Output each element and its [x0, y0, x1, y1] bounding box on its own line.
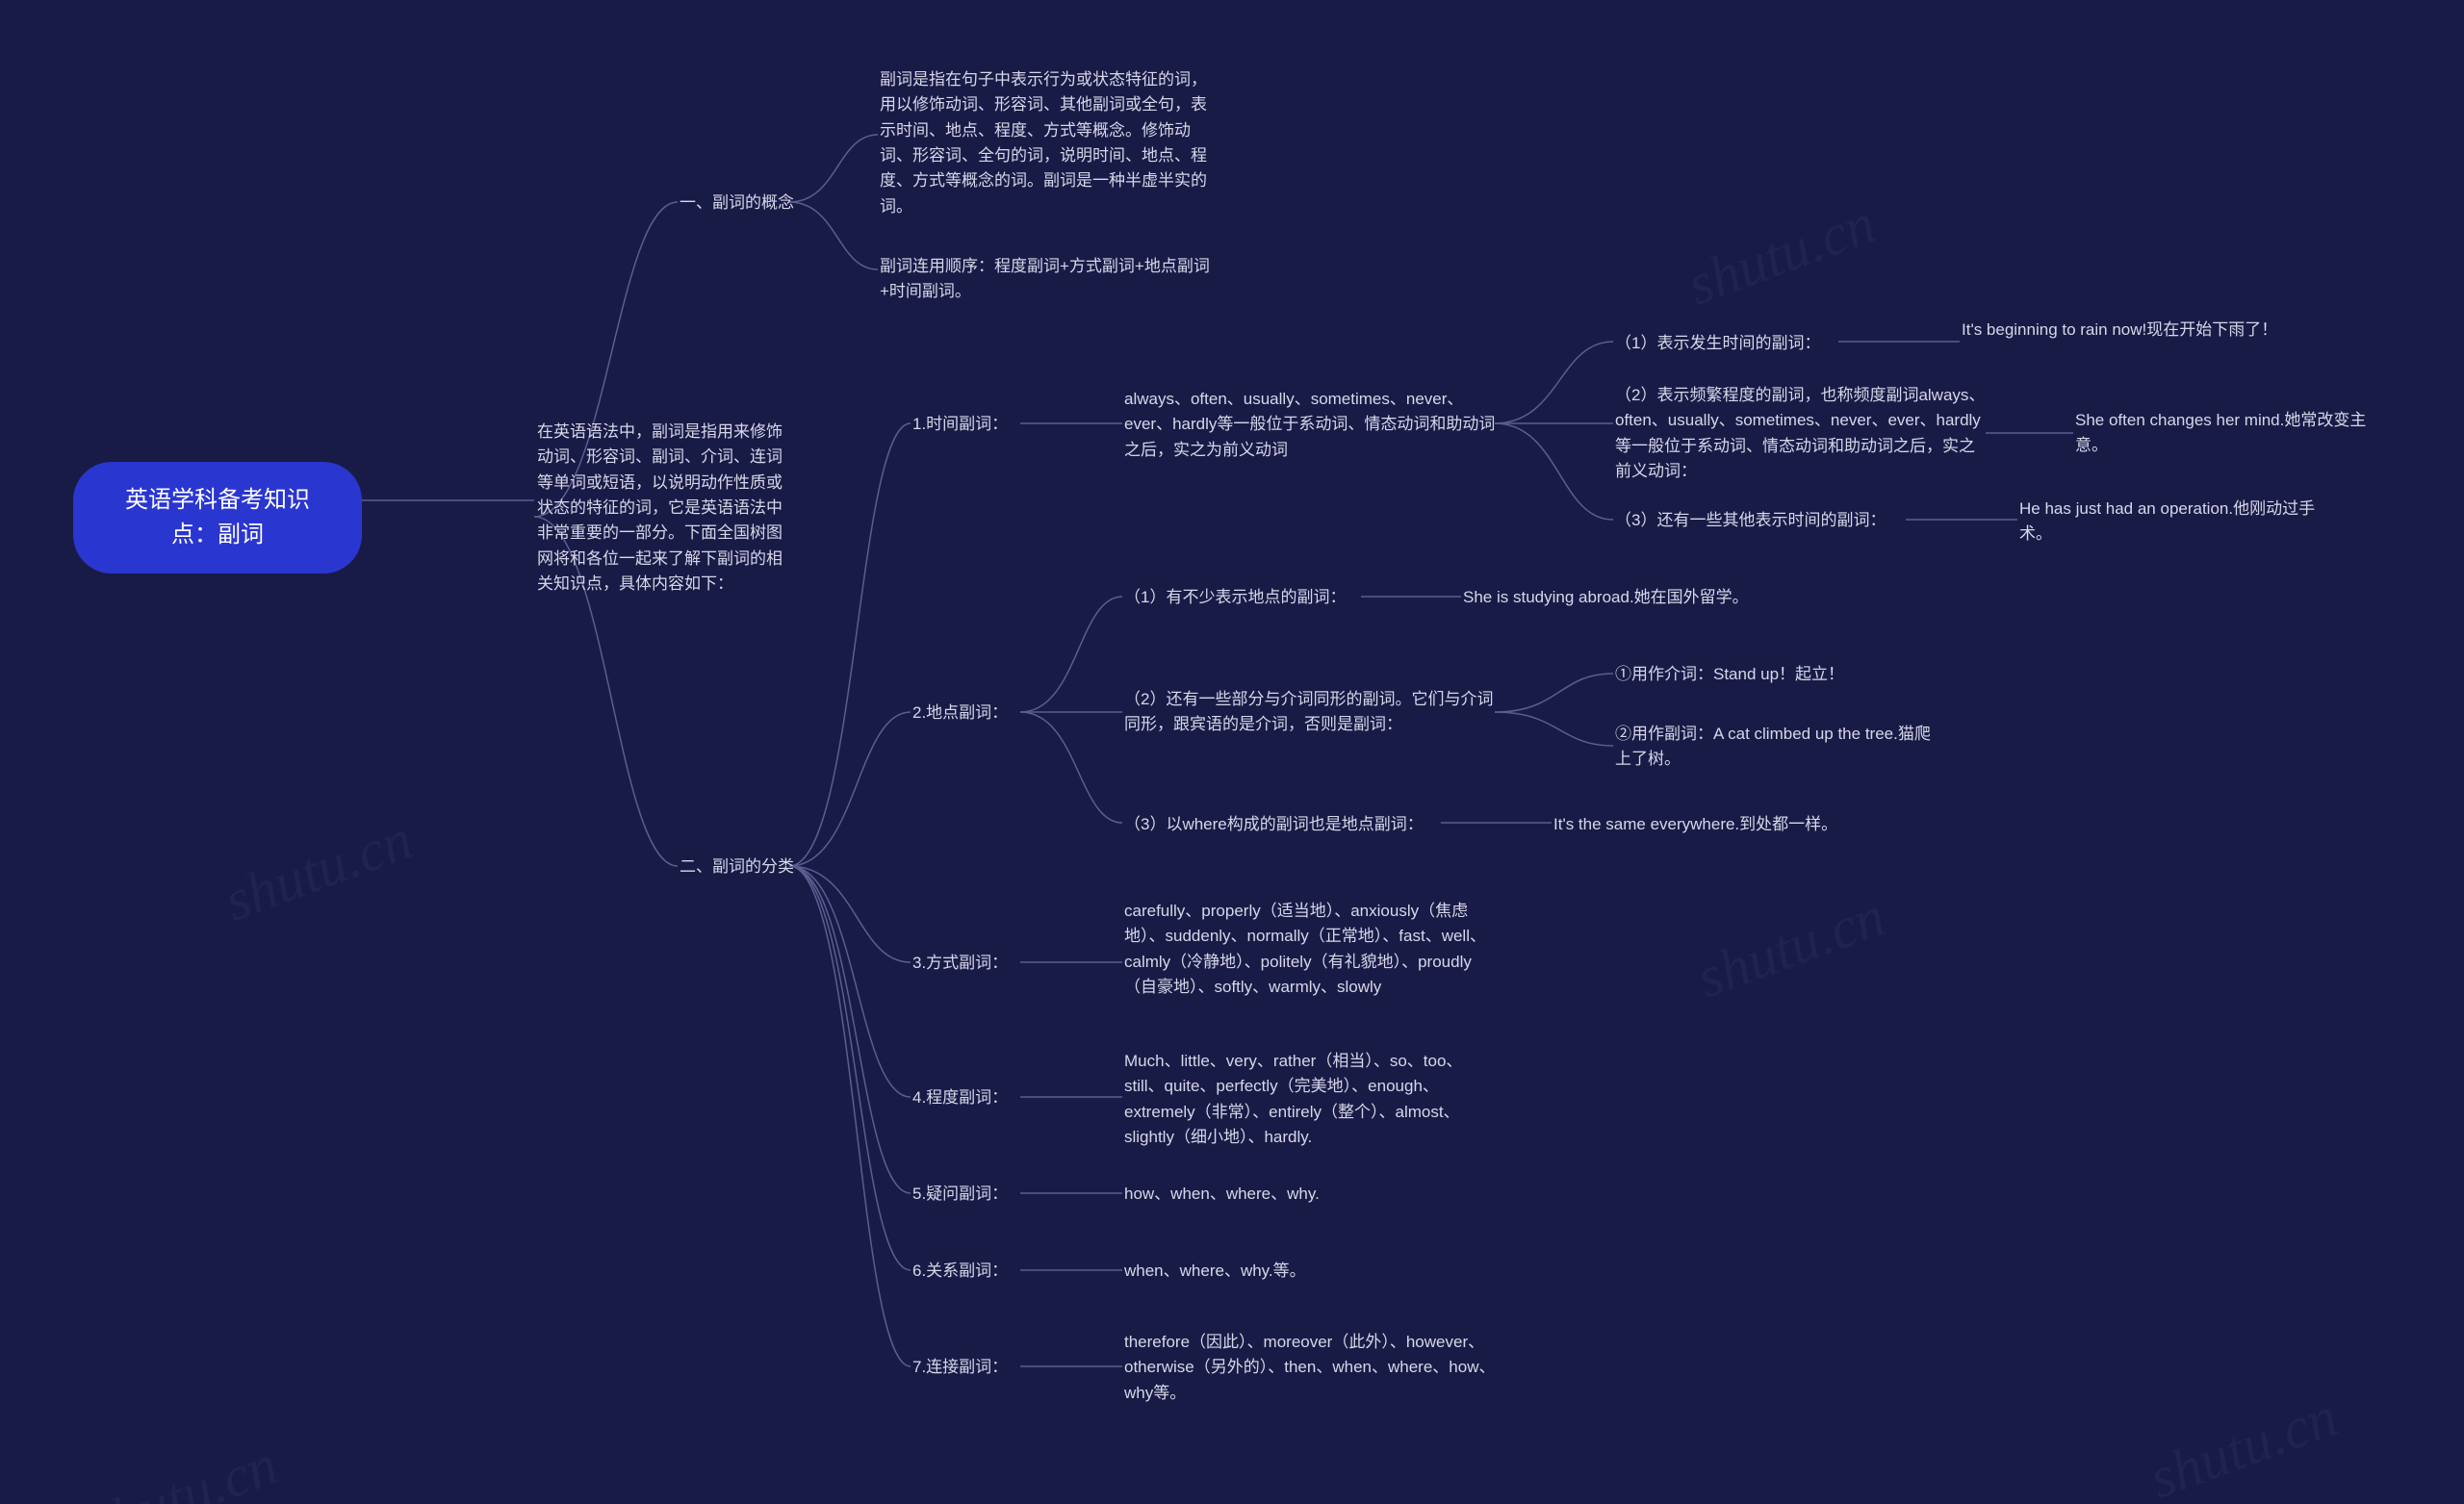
sec1-title: 一、副词的概念	[680, 191, 794, 216]
sec2-5-desc: how、when、where、why.	[1124, 1182, 1498, 1207]
sec2-4-desc: Much、little、very、rather（相当）、so、too、still…	[1124, 1049, 1498, 1150]
root-node: 英语学科备考知识点：副词	[73, 462, 362, 574]
sec2-2-label: 2.地点副词：	[912, 701, 1008, 726]
sec2-1-a-label: （1）表示发生时间的副词：	[1615, 331, 1820, 356]
sec2-title: 二、副词的分类	[680, 854, 794, 879]
sec2-6-desc: when、where、why.等。	[1124, 1259, 1498, 1284]
sec2-2-c-label: （3）以where构成的副词也是地点副词：	[1124, 812, 1424, 837]
sec1-p1: 副词是指在句子中表示行为或状态特征的词，用以修饰动词、形容词、其他副词或全句，表…	[880, 67, 1217, 219]
sec2-1-c-ex: He has just had an operation.他刚动过手术。	[2019, 497, 2337, 548]
sec2-2-c-ex: It's the same everywhere.到处都一样。	[1553, 812, 1837, 837]
sec2-1-c-label: （3）还有一些其他表示时间的副词：	[1615, 508, 1886, 533]
sec2-3-label: 3.方式副词：	[912, 951, 1008, 976]
sec2-1-a-ex: It's beginning to rain now!现在开始下雨了！	[1962, 318, 2279, 343]
sec2-7-desc: therefore（因此）、moreover（此外）、however、other…	[1124, 1330, 1498, 1406]
sec2-2-b-ex2: ②用作副词：A cat climbed up the tree.猫爬上了树。	[1615, 722, 1942, 773]
intro-text: 在英语语法中，副词是指用来修饰动词、形容词、副词、介词、连词等单词或短语，以说明…	[537, 420, 783, 597]
sec2-1-b-ex: She often changes her mind.她常改变主意。	[2075, 408, 2393, 459]
sec2-6-label: 6.关系副词：	[912, 1259, 1008, 1284]
sec2-5-label: 5.疑问副词：	[912, 1182, 1008, 1207]
sec2-1-label: 1.时间副词：	[912, 412, 1008, 437]
sec2-1-desc: always、often、usually、sometimes、never、eve…	[1124, 387, 1498, 463]
sec2-1-b-label: （2）表示频繁程度的副词，也称频度副词always、often、usually、…	[1615, 383, 1989, 484]
sec2-7-label: 7.连接副词：	[912, 1355, 1008, 1380]
sec2-4-label: 4.程度副词：	[912, 1085, 1008, 1110]
sec2-2-b-ex1: ①用作介词：Stand up！起立！	[1615, 662, 1942, 687]
sec1-p2: 副词连用顺序：程度副词+方式副词+地点副词+时间副词。	[880, 254, 1217, 305]
sec2-2-a-ex: She is studying abroad.她在国外留学。	[1463, 585, 1749, 610]
sec2-3-desc: carefully、properly（适当地）、anxiously（焦虑地）、s…	[1124, 899, 1498, 1000]
sec2-2-b-label: （2）还有一些部分与介词同形的副词。它们与介词同形，跟宾语的是介词，否则是副词：	[1124, 687, 1498, 738]
sec2-2-a-label: （1）有不少表示地点的副词：	[1124, 585, 1346, 610]
